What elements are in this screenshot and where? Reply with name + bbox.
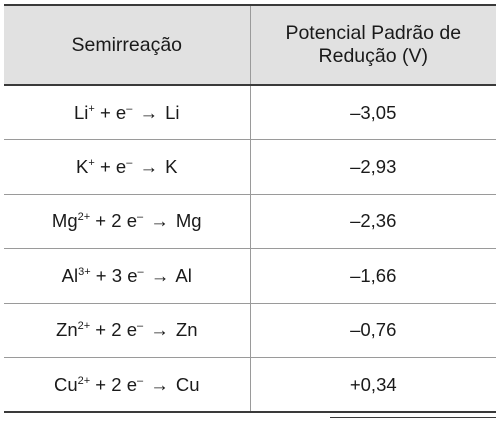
product-symbol: Al [175, 264, 192, 286]
reactant-symbol: K [76, 155, 89, 177]
table-header: Semirreação Potencial Padrão de Redução … [4, 4, 496, 86]
reactant-charge: 2+ [77, 211, 91, 224]
electron-charge: – [137, 265, 144, 278]
electron-symbol: e [127, 264, 138, 286]
half-reaction-cell: Zn2+ + 2 e– → Zn [4, 303, 251, 358]
product-symbol: Zn [175, 319, 198, 341]
table-row: Cu2+ + 2 e– → Cu +0,34 [4, 357, 496, 413]
data-table: Semirreação Potencial Padrão de Redução … [4, 4, 496, 413]
table-row: Zn2+ + 2 e– → Zn –0,76 [4, 303, 496, 358]
electron-count: 2 [111, 373, 127, 395]
potential-value: –3,05 [350, 101, 397, 123]
potential-value: –1,66 [350, 264, 397, 286]
electron-count: 2 [111, 319, 127, 341]
electron-symbol: e [126, 210, 137, 232]
plus-sign: + [90, 264, 112, 286]
potential-cell: –2,36 [250, 194, 496, 249]
potential-value: –2,93 [350, 155, 397, 177]
header-semirreacao-label: Semirreação [71, 33, 183, 56]
electron-charge: – [136, 211, 144, 224]
product-symbol: Mg [175, 210, 202, 232]
electron-charge: – [126, 156, 133, 169]
reactant-symbol: Li [73, 101, 89, 123]
potential-cell: –3,05 [250, 85, 496, 140]
potential-value: –0,76 [350, 319, 397, 341]
half-reaction-cell: Mg2+ + 2 e– → Mg [4, 194, 251, 249]
header-potential-line2: Redução (V) [318, 45, 428, 67]
reactant-symbol: Al [61, 264, 79, 286]
product-symbol: Cu [175, 373, 200, 395]
half-reaction-cell: Li+ + e– → Li [4, 85, 251, 140]
reaction-arrow: → [150, 264, 170, 286]
footer-rule [330, 417, 496, 418]
electron-charge: – [136, 320, 144, 333]
plus-sign: + [94, 101, 116, 123]
table-row: Li+ + e– → Li –3,05 [4, 85, 496, 140]
plus-sign: + [90, 319, 112, 341]
half-reaction-cell: Al3+ + 3 e– → Al [4, 248, 251, 304]
half-reaction-cell: K+ + e– → K [4, 139, 251, 195]
potential-cell: –0,76 [250, 303, 496, 358]
reaction-arrow: → [150, 210, 169, 232]
reactant-charge: + [88, 156, 95, 169]
reaction-arrow: → [139, 101, 158, 123]
reactant-symbol: Mg [51, 210, 78, 232]
header-semirreacao: Semirreação [4, 4, 251, 86]
potential-value: +0,34 [349, 373, 397, 395]
header-row: Semirreação Potencial Padrão de Redução … [4, 4, 496, 86]
reactant-charge: 2+ [77, 320, 91, 333]
header-potential: Potencial Padrão de Redução (V) [250, 4, 496, 86]
reaction-arrow: → [150, 319, 169, 341]
electron-symbol: e [126, 373, 137, 395]
table-row: K+ + e– → K –2,93 [4, 139, 496, 195]
electron-count: 2 [111, 210, 127, 232]
plus-sign: + [94, 155, 116, 177]
potential-cell: –1,66 [250, 248, 496, 304]
reaction-arrow: → [139, 155, 158, 177]
reduction-potential-table: Semirreação Potencial Padrão de Redução … [4, 4, 496, 413]
reactant-charge: 3+ [78, 265, 91, 278]
header-potential-line1: Potencial Padrão de [285, 22, 462, 44]
potential-cell: +0,34 [250, 357, 496, 413]
electron-symbol: e [115, 155, 127, 177]
electron-charge: – [126, 102, 133, 115]
electron-symbol: e [126, 319, 137, 341]
plus-sign: + [90, 210, 112, 232]
product-symbol: Li [165, 101, 180, 123]
reactant-symbol: Zn [56, 319, 78, 341]
plus-sign: + [90, 373, 112, 395]
electron-symbol: e [115, 101, 127, 123]
potential-value: –2,36 [350, 210, 397, 232]
half-reaction-cell: Cu2+ + 2 e– → Cu [4, 357, 251, 413]
table-body: Li+ + e– → Li –3,05 K+ + e– → K –2,93 Mg… [4, 85, 496, 413]
table-row: Mg2+ + 2 e– → Mg –2,36 [4, 194, 496, 249]
potential-cell: –2,93 [250, 139, 496, 195]
electron-charge: – [136, 374, 144, 387]
electron-count: 3 [111, 264, 128, 286]
reactant-symbol: Cu [53, 373, 78, 395]
reactant-charge: + [88, 102, 95, 115]
table-row: Al3+ + 3 e– → Al –1,66 [4, 248, 496, 304]
reaction-arrow: → [150, 373, 169, 395]
reactant-charge: 2+ [77, 374, 91, 387]
product-symbol: K [165, 155, 178, 177]
